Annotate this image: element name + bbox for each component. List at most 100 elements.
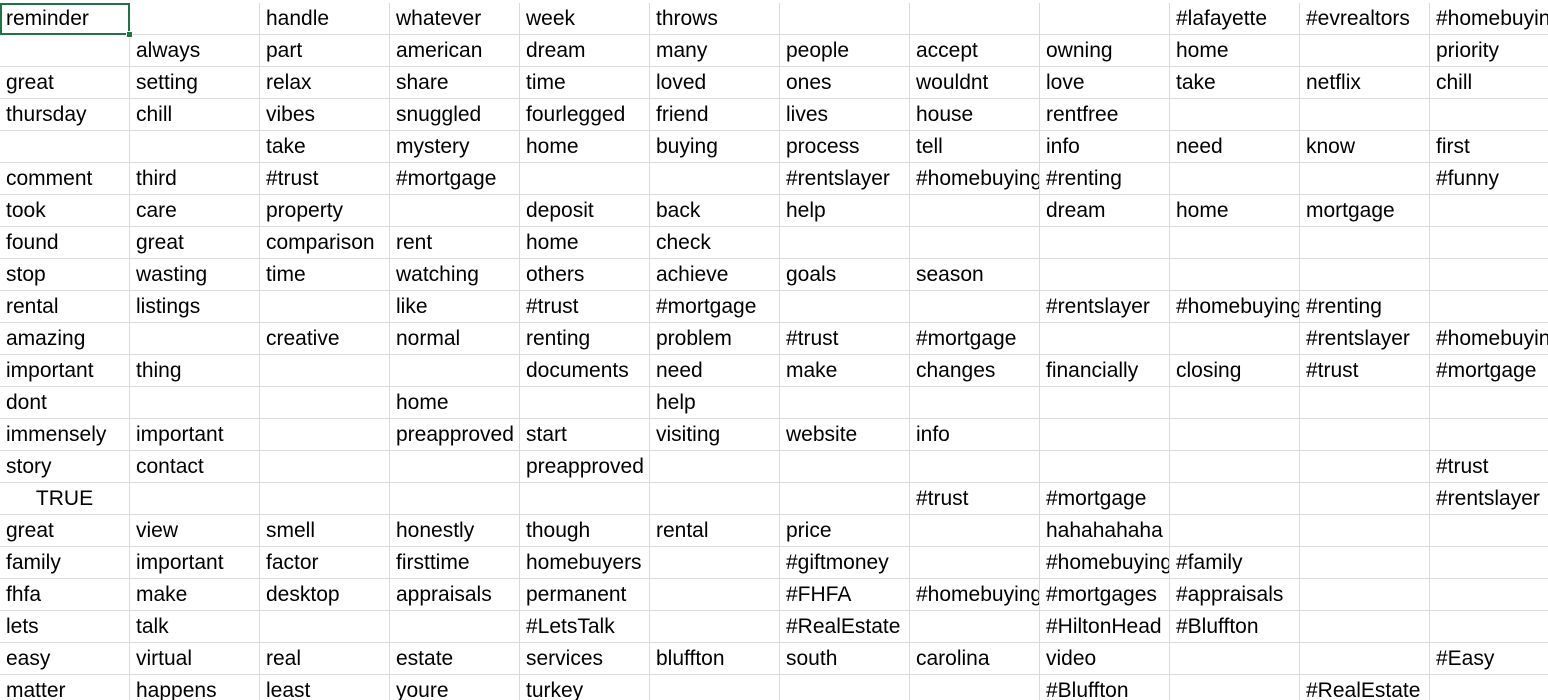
cell-L3[interactable]: chill bbox=[1430, 67, 1548, 99]
cell-L4[interactable] bbox=[1430, 99, 1548, 131]
cell-C8[interactable]: comparison bbox=[260, 227, 390, 259]
cell-K18[interactable] bbox=[1300, 547, 1430, 579]
cell-E15[interactable]: preapproved bbox=[520, 451, 650, 483]
cell-C20[interactable] bbox=[260, 611, 390, 643]
cell-B12[interactable]: thing bbox=[130, 355, 260, 387]
cell-J4[interactable] bbox=[1170, 99, 1300, 131]
cell-A7[interactable]: took bbox=[0, 195, 130, 227]
cell-J13[interactable] bbox=[1170, 387, 1300, 419]
cell-K9[interactable] bbox=[1300, 259, 1430, 291]
cell-E16[interactable] bbox=[520, 483, 650, 515]
cell-I12[interactable]: financially bbox=[1040, 355, 1170, 387]
cell-H5[interactable]: tell bbox=[910, 131, 1040, 163]
cell-E1[interactable]: week bbox=[520, 3, 650, 35]
cell-C17[interactable]: smell bbox=[260, 515, 390, 547]
cell-H20[interactable] bbox=[910, 611, 1040, 643]
cell-C3[interactable]: relax bbox=[260, 67, 390, 99]
cell-B13[interactable] bbox=[130, 387, 260, 419]
cell-I4[interactable]: rentfree bbox=[1040, 99, 1170, 131]
cell-B9[interactable]: wasting bbox=[130, 259, 260, 291]
cell-A11[interactable]: amazing bbox=[0, 323, 130, 355]
cell-H15[interactable] bbox=[910, 451, 1040, 483]
cell-J16[interactable] bbox=[1170, 483, 1300, 515]
cell-H6[interactable]: #homebuying bbox=[910, 163, 1040, 195]
cell-I15[interactable] bbox=[1040, 451, 1170, 483]
cell-A8[interactable]: found bbox=[0, 227, 130, 259]
cell-I7[interactable]: dream bbox=[1040, 195, 1170, 227]
cell-E14[interactable]: start bbox=[520, 419, 650, 451]
cell-D5[interactable]: mystery bbox=[390, 131, 520, 163]
cell-E3[interactable]: time bbox=[520, 67, 650, 99]
cell-E19[interactable]: permanent bbox=[520, 579, 650, 611]
cell-G17[interactable]: price bbox=[780, 515, 910, 547]
cell-I17[interactable]: hahahahaha bbox=[1040, 515, 1170, 547]
cell-G5[interactable]: process bbox=[780, 131, 910, 163]
cell-J17[interactable] bbox=[1170, 515, 1300, 547]
cell-F6[interactable] bbox=[650, 163, 780, 195]
cell-I6[interactable]: #renting bbox=[1040, 163, 1170, 195]
cell-G16[interactable] bbox=[780, 483, 910, 515]
cell-F17[interactable]: rental bbox=[650, 515, 780, 547]
cell-H8[interactable] bbox=[910, 227, 1040, 259]
cell-L14[interactable] bbox=[1430, 419, 1548, 451]
cell-G12[interactable]: make bbox=[780, 355, 910, 387]
cell-H11[interactable]: #mortgage bbox=[910, 323, 1040, 355]
cell-F22[interactable] bbox=[650, 675, 780, 700]
cell-D15[interactable] bbox=[390, 451, 520, 483]
cell-K3[interactable]: netflix bbox=[1300, 67, 1430, 99]
cell-K12[interactable]: #trust bbox=[1300, 355, 1430, 387]
cell-E6[interactable] bbox=[520, 163, 650, 195]
cell-A15[interactable]: story bbox=[0, 451, 130, 483]
cell-B15[interactable]: contact bbox=[130, 451, 260, 483]
cell-I11[interactable] bbox=[1040, 323, 1170, 355]
cell-D8[interactable]: rent bbox=[390, 227, 520, 259]
cell-K15[interactable] bbox=[1300, 451, 1430, 483]
cell-K8[interactable] bbox=[1300, 227, 1430, 259]
cell-L20[interactable] bbox=[1430, 611, 1548, 643]
cell-J8[interactable] bbox=[1170, 227, 1300, 259]
cell-I13[interactable] bbox=[1040, 387, 1170, 419]
cell-D7[interactable] bbox=[390, 195, 520, 227]
cell-J15[interactable] bbox=[1170, 451, 1300, 483]
cell-J9[interactable] bbox=[1170, 259, 1300, 291]
cell-E20[interactable]: #LetsTalk bbox=[520, 611, 650, 643]
cell-B18[interactable]: important bbox=[130, 547, 260, 579]
cell-D20[interactable] bbox=[390, 611, 520, 643]
cell-G9[interactable]: goals bbox=[780, 259, 910, 291]
cell-H19[interactable]: #homebuying bbox=[910, 579, 1040, 611]
cell-B17[interactable]: view bbox=[130, 515, 260, 547]
cell-D2[interactable]: american bbox=[390, 35, 520, 67]
cell-C21[interactable]: real bbox=[260, 643, 390, 675]
cell-B22[interactable]: happens bbox=[130, 675, 260, 700]
cell-G7[interactable]: help bbox=[780, 195, 910, 227]
cell-E10[interactable]: #trust bbox=[520, 291, 650, 323]
cell-D11[interactable]: normal bbox=[390, 323, 520, 355]
cell-H17[interactable] bbox=[910, 515, 1040, 547]
cell-I19[interactable]: #mortgages bbox=[1040, 579, 1170, 611]
cell-A4[interactable]: thursday bbox=[0, 99, 130, 131]
cell-A3[interactable]: great bbox=[0, 67, 130, 99]
cell-E18[interactable]: homebuyers bbox=[520, 547, 650, 579]
cell-G22[interactable] bbox=[780, 675, 910, 700]
cell-J22[interactable] bbox=[1170, 675, 1300, 700]
cell-G19[interactable]: #FHFA bbox=[780, 579, 910, 611]
cell-I22[interactable]: #Bluffton bbox=[1040, 675, 1170, 700]
cell-H21[interactable]: carolina bbox=[910, 643, 1040, 675]
cell-E8[interactable]: home bbox=[520, 227, 650, 259]
cell-L10[interactable] bbox=[1430, 291, 1548, 323]
cell-H18[interactable] bbox=[910, 547, 1040, 579]
cell-D16[interactable] bbox=[390, 483, 520, 515]
cell-C18[interactable]: factor bbox=[260, 547, 390, 579]
cell-K16[interactable] bbox=[1300, 483, 1430, 515]
cell-L21[interactable]: #Easy bbox=[1430, 643, 1548, 675]
cell-L9[interactable] bbox=[1430, 259, 1548, 291]
cell-F15[interactable] bbox=[650, 451, 780, 483]
cell-G15[interactable] bbox=[780, 451, 910, 483]
cell-D1[interactable]: whatever bbox=[390, 3, 520, 35]
cell-L7[interactable] bbox=[1430, 195, 1548, 227]
cell-I14[interactable] bbox=[1040, 419, 1170, 451]
cell-E9[interactable]: others bbox=[520, 259, 650, 291]
cell-A2[interactable] bbox=[0, 35, 130, 67]
cell-J14[interactable] bbox=[1170, 419, 1300, 451]
cell-K20[interactable] bbox=[1300, 611, 1430, 643]
